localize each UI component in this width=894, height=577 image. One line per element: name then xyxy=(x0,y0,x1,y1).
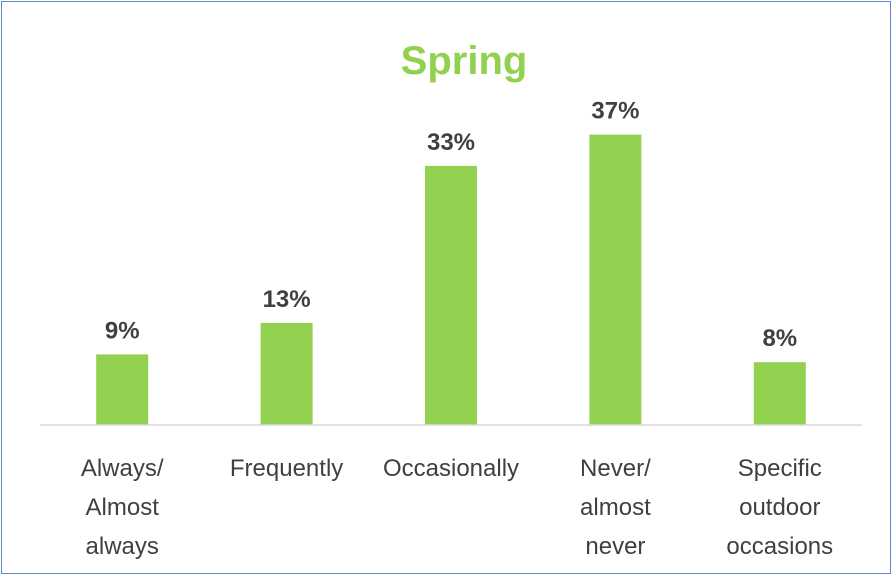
bars-layer xyxy=(96,134,806,425)
bar-4 xyxy=(589,134,642,425)
category-label-line: Almost xyxy=(86,494,160,521)
category-label-line: Occasionally xyxy=(383,455,519,482)
category-label-line: outdoor xyxy=(739,494,820,521)
data-label-3: 33% xyxy=(427,129,475,156)
chart-title: Spring xyxy=(401,39,528,83)
data-label-1: 9% xyxy=(105,317,140,344)
category-label-1: Always/Almost always xyxy=(81,455,164,560)
data-labels-layer: 9% 13% 33% 37% 8% xyxy=(105,98,797,353)
category-label-line: Specific xyxy=(738,455,822,482)
data-label-4: 37% xyxy=(591,98,639,125)
category-label-3: Occasionally xyxy=(383,455,519,482)
category-label-2: Frequently xyxy=(230,455,343,482)
category-label-line: occasions xyxy=(726,533,833,560)
category-label-line: Frequently xyxy=(230,455,343,482)
category-label-line: never xyxy=(585,533,645,560)
category-label-line: Always/ xyxy=(81,455,164,482)
category-label-line: always xyxy=(86,533,159,560)
bar-3 xyxy=(425,165,477,425)
category-labels-layer: Always/Almost always Frequently Occasionall… xyxy=(81,455,833,560)
bar-5 xyxy=(753,362,806,425)
category-label-4: Never/almost never xyxy=(580,455,651,560)
category-label-line: almost xyxy=(580,494,651,521)
bar-1 xyxy=(96,354,149,425)
bar-2 xyxy=(260,322,313,425)
data-label-5: 8% xyxy=(762,325,797,352)
data-label-2: 13% xyxy=(263,286,311,313)
category-label-line: Never/ xyxy=(580,455,651,482)
category-label-5: Specific outdoor occasions xyxy=(726,455,833,560)
